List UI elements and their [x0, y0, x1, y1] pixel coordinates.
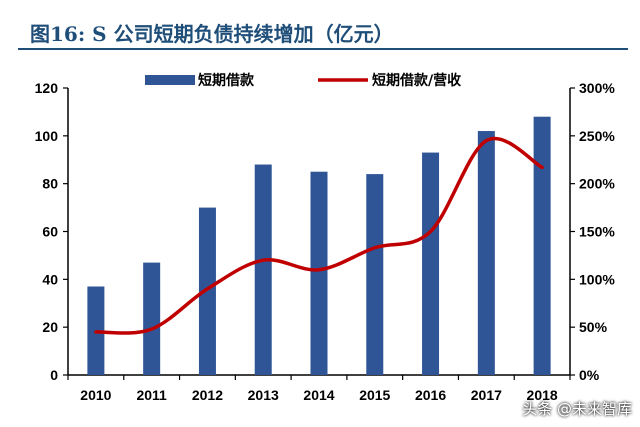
right-tick-label: 150%	[579, 224, 615, 240]
left-tick-label: 80	[42, 176, 58, 192]
x-tick-label: 2015	[359, 387, 390, 403]
right-tick-label: 0%	[579, 367, 600, 383]
watermark: 头条 @未来智库	[522, 400, 632, 418]
legend-bar-swatch	[145, 75, 195, 85]
bar	[366, 174, 384, 375]
left-tick-label: 0	[50, 367, 58, 383]
left-tick-label: 40	[42, 271, 58, 287]
bar-series	[87, 116, 551, 375]
x-tick-label: 2014	[303, 387, 334, 403]
x-tick-label: 2011	[136, 387, 167, 403]
bar	[477, 131, 495, 375]
x-tick-label: 2010	[80, 387, 111, 403]
legend-label-line: 短期借款/营收	[372, 72, 462, 89]
x-tick-label: 2018	[527, 387, 558, 403]
x-tick-label: 2016	[415, 387, 446, 403]
line-series	[94, 136, 544, 335]
bar	[533, 116, 551, 375]
legend-label-bar: 短期借款	[198, 72, 255, 89]
right-tick-label: 250%	[579, 128, 615, 144]
x-tick-label: 2013	[248, 387, 279, 403]
ratio-line	[94, 136, 544, 335]
axes: 0 20 40 60 80 100 120 0% 50% 100% 150% 200% 250% 300%…	[35, 80, 616, 403]
right-tick-label: 100%	[579, 271, 615, 287]
left-tick-label: 60	[42, 224, 58, 240]
right-tick-label: 50%	[579, 319, 608, 335]
x-tick-label: 2012	[192, 387, 223, 403]
left-tick-label: 120	[35, 80, 59, 96]
x-tick-label: 2017	[471, 387, 502, 403]
bar	[254, 164, 272, 375]
title-divider	[18, 48, 628, 50]
bar	[143, 262, 161, 375]
bar	[422, 152, 440, 375]
right-tick-label: 200%	[579, 176, 615, 192]
title-bar: 图16: S 公司短期负债持续增加（亿元）	[0, 0, 640, 50]
left-tick-label: 100	[35, 128, 59, 144]
left-tick-label: 20	[42, 319, 58, 335]
legend: 短期借款 短期借款/营收	[145, 72, 462, 89]
bar	[198, 207, 216, 375]
chart-title: 图16: S 公司短期负债持续增加（亿元）	[30, 22, 394, 46]
right-tick-label: 300%	[579, 80, 615, 96]
bar	[310, 171, 328, 375]
